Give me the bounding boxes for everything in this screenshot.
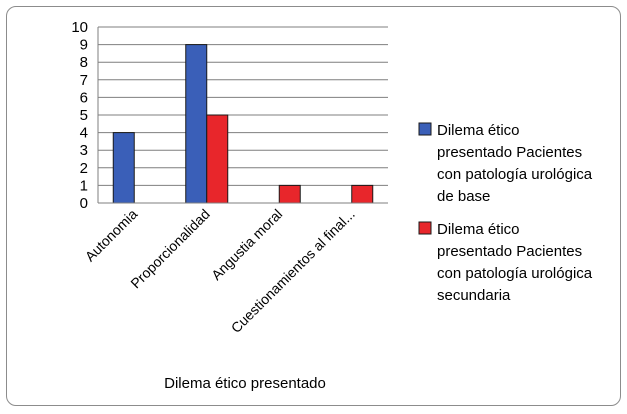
legend-swatch-base	[418, 122, 432, 136]
legend-label-secundaria: Dilema ético presentado Pacientes con pato…	[437, 221, 593, 304]
y-tick-label: 6	[80, 89, 88, 106]
bar-base-0	[112, 132, 135, 204]
legend-label-line: presentado Pacientes	[437, 243, 582, 260]
y-tick-label: 10	[71, 19, 88, 36]
legend-swatch-secundaria	[418, 221, 432, 235]
legend-label-line: Dilema ético	[437, 122, 520, 139]
legend-label-line: de base	[437, 188, 490, 205]
y-tick-label: 0	[80, 195, 88, 212]
legend-label-line: secundaria	[437, 287, 511, 304]
legend-label-line: Dilema ético	[437, 221, 520, 238]
y-tick-label: 5	[80, 107, 88, 124]
legend: Dilema ético presentado Pacientes con pato…	[418, 122, 593, 304]
bar-secundaria-1	[206, 114, 229, 204]
y-tick-label: 1	[80, 177, 88, 194]
y-tick-label: 8	[80, 54, 88, 71]
x-axis-title: Dilema ético presentado	[164, 375, 326, 392]
x-tick-label: Autonomia	[82, 206, 141, 265]
bar-base-1	[185, 44, 208, 204]
y-tick-label: 7	[80, 72, 88, 89]
x-tick-label: Cuestionamientos al final...	[228, 206, 358, 336]
x-tick-label: Proporcionalidad	[127, 206, 213, 292]
legend-label-base: Dilema ético presentado Pacientes con pato…	[437, 122, 593, 205]
bars	[112, 44, 374, 204]
bar-secundaria-2	[278, 184, 301, 204]
legend-label-line: con patología urológica	[437, 166, 593, 183]
chart-frame	[6, 6, 621, 406]
gridlines	[98, 26, 388, 186]
y-tick-label: 9	[80, 37, 88, 54]
bar-secundaria-3	[351, 184, 374, 204]
legend-label-line: con patología urológica	[437, 265, 593, 282]
y-tick-label: 2	[80, 160, 88, 177]
y-tick-label: 4	[80, 125, 88, 142]
y-tick-label: 3	[80, 142, 88, 159]
x-tick-label: Angustia moral	[208, 206, 285, 283]
legend-label-line: presentado Pacientes	[437, 144, 582, 161]
